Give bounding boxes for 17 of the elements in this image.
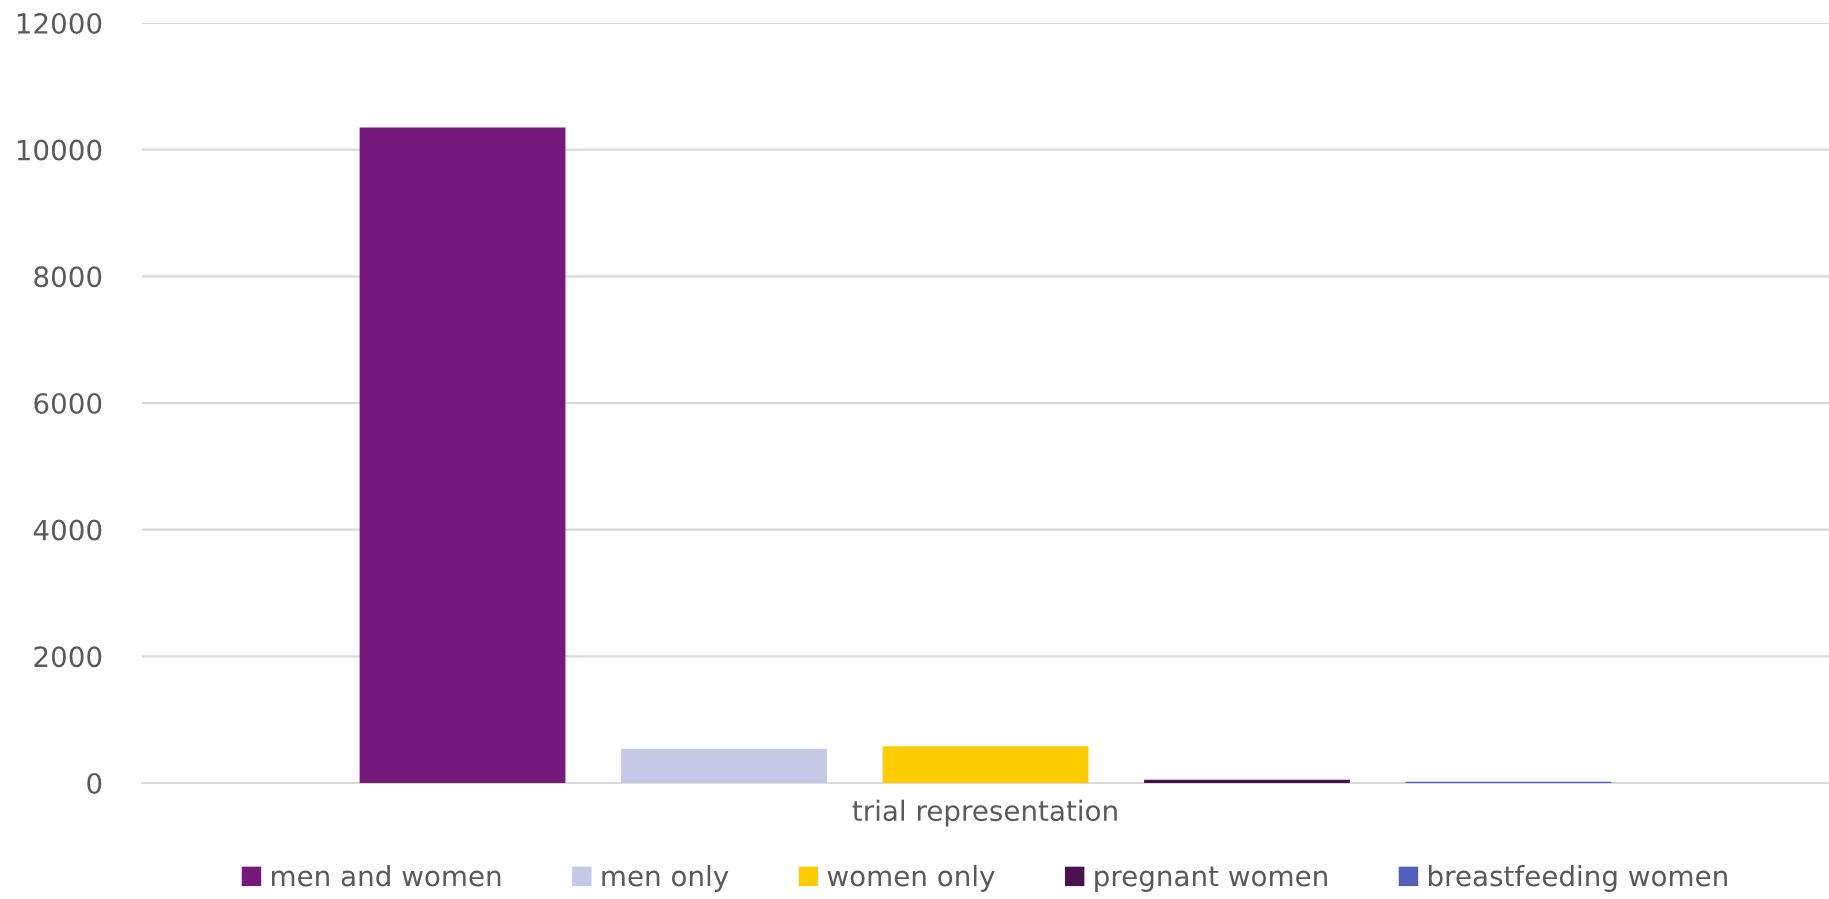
- y-tick-label: 10000: [17, 139, 102, 161]
- legend-label: pregnant women: [1095, 866, 1327, 892]
- legend-label: men only: [602, 865, 729, 892]
- bar: [621, 748, 827, 783]
- y-tick-label: 8000: [34, 266, 102, 288]
- y-tick-label: 2000: [34, 646, 102, 668]
- legend-label: breastfeeding women: [1429, 865, 1727, 892]
- legend-label: men and women: [272, 865, 501, 887]
- y-tick-label: 6000: [34, 392, 102, 414]
- y-tick-label: 4000: [33, 519, 102, 541]
- y-tick-label: 12000: [17, 12, 102, 34]
- legend-label: women only: [827, 865, 995, 892]
- y-tick-label: 0: [87, 772, 102, 794]
- bar: [359, 127, 566, 783]
- bar: [882, 746, 1089, 783]
- x-tick-label: trial representation: [852, 799, 1117, 827]
- bar: [1144, 779, 1350, 783]
